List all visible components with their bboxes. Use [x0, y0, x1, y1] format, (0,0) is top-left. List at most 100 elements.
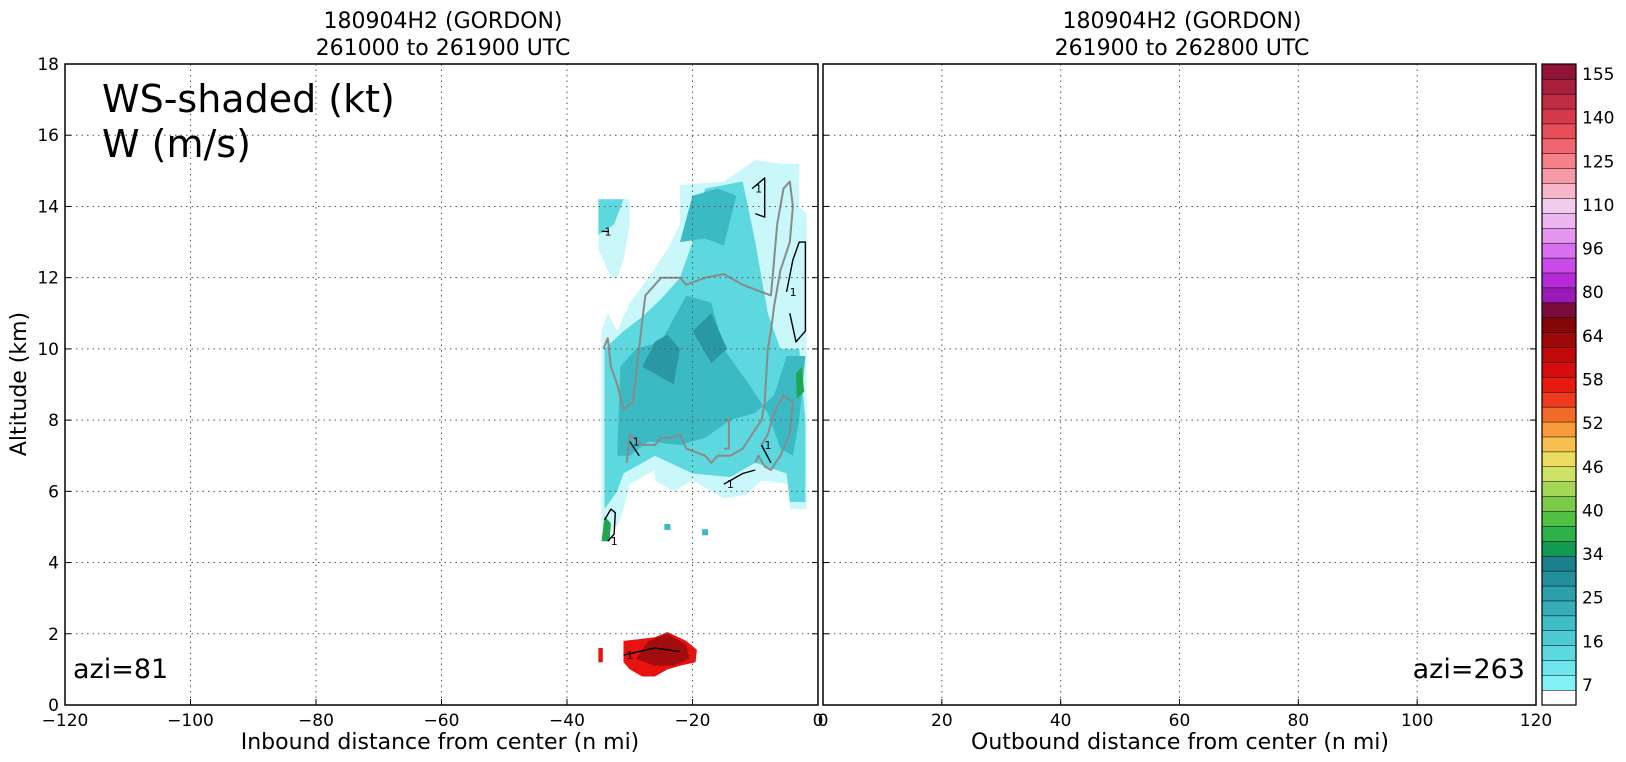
y-axis-label: Altitude (km) — [7, 312, 32, 456]
colorbar-segment — [1541, 242, 1577, 259]
y-tick-label: 14 — [37, 197, 59, 217]
x-tick-label: 80 — [1288, 711, 1310, 731]
colorbar-segment — [1541, 227, 1577, 244]
x-tick-label: −80 — [298, 711, 334, 731]
x-tick-label: 40 — [1050, 711, 1072, 731]
right-x-ticks: 0 20 40 60 80 100 120 — [818, 134, 1552, 731]
w-contour-positive — [723, 469, 756, 485]
colorbar-segment — [1541, 481, 1577, 497]
x-tick-label: 120 — [1520, 711, 1552, 731]
left-azimuth-label: azi=81 — [73, 654, 168, 685]
right-x-axis-label: Outbound distance from center (n mi) — [971, 730, 1389, 755]
isolated-wind-cell — [664, 523, 671, 530]
w-contour-positive — [623, 647, 681, 656]
left-x-ticks: −120 −100 −80 −60 −40 −20 0 — [42, 699, 823, 731]
colorbar-segment — [1541, 78, 1577, 95]
colorbar-tick-label: 52 — [1582, 414, 1604, 434]
left-title-line2: 261000 to 261900 UTC — [316, 36, 571, 61]
colorbar-segment — [1541, 93, 1577, 110]
colorbar-segment — [1541, 689, 1577, 706]
contour-annotation: W (m/s) — [102, 122, 251, 166]
colorbar-segment — [1541, 257, 1577, 274]
w-contour-positive — [785, 241, 807, 343]
x-tick-label: −20 — [675, 711, 711, 731]
colorbar-segment — [1541, 346, 1577, 363]
colorbar-segment — [1541, 212, 1577, 229]
y-tick-label: 4 — [48, 554, 59, 574]
w-contour-positive — [760, 444, 772, 464]
colorbar-tick-label: 25 — [1582, 589, 1604, 609]
y-tick-label: 16 — [37, 126, 59, 146]
wind-speed-region — [601, 516, 611, 542]
left-x-axis-label: Inbound distance from center (n mi) — [241, 730, 640, 755]
w-contour-negative — [754, 394, 794, 471]
colorbar-segment — [1541, 138, 1577, 154]
colorbar-segment — [1541, 108, 1577, 125]
colorbar-segment — [1541, 451, 1577, 468]
colorbar-segment — [1541, 496, 1577, 512]
colorbar-segment — [1541, 555, 1577, 572]
colorbar-segment — [1541, 674, 1577, 691]
x-tick-label: 20 — [931, 711, 953, 731]
colorbar-segment — [1541, 183, 1577, 199]
w-contour-negative — [602, 180, 794, 464]
colorbar-tick-label: 16 — [1582, 632, 1604, 652]
colorbar-segment — [1541, 600, 1577, 617]
right-azimuth-label: azi=263 — [1413, 654, 1525, 685]
wind-speed-region — [796, 366, 805, 399]
colorbar-tick-label: 125 — [1582, 152, 1614, 172]
colorbar-tick-label: 140 — [1582, 109, 1614, 129]
y-tick-label: 12 — [37, 269, 59, 289]
shading-annotation: WS-shaded (kt) — [102, 77, 395, 121]
y-tick-label: 18 — [37, 55, 59, 75]
x-tick-label: −120 — [42, 711, 89, 731]
colorbar-segment — [1541, 317, 1577, 333]
wind-speed-region — [692, 313, 727, 364]
w-contour-label: 1 — [611, 535, 618, 548]
x-tick-label: −100 — [167, 711, 214, 731]
wind-speed-region — [598, 199, 624, 235]
colorbar-segment — [1541, 272, 1577, 289]
wind-speed-region — [680, 188, 737, 246]
w-contour-label: 1 — [727, 478, 734, 491]
colorbar-tick-label: 7 — [1582, 676, 1593, 696]
colorbar-segment — [1541, 525, 1577, 542]
x-tick-label: 100 — [1401, 711, 1433, 731]
colorbar-segment — [1541, 510, 1577, 527]
colorbar-segment — [1541, 660, 1577, 676]
colorbar-segment — [1541, 391, 1577, 408]
y-tick-label: 2 — [48, 625, 59, 645]
right-title-line2: 261900 to 262800 UTC — [1055, 36, 1310, 61]
right-title-line1: 180904H2 (GORDON) — [1062, 9, 1301, 34]
y-tick-label: 8 — [48, 411, 59, 431]
w-contour-positive — [629, 441, 640, 457]
x-tick-label: 0 — [818, 711, 829, 731]
left-panel: 180904H2 (GORDON) 261000 to 261900 UTC 1… — [7, 9, 823, 755]
left-title-line1: 180904H2 (GORDON) — [323, 9, 562, 34]
colorbar-tick-label: 46 — [1582, 458, 1604, 478]
x-tick-label: −60 — [424, 711, 460, 731]
w-contour-label: 1 — [755, 183, 762, 196]
y-tick-label: 6 — [48, 482, 59, 502]
colorbar-segment — [1541, 123, 1577, 140]
wind-speed-region — [617, 295, 806, 456]
colorbar-segment — [1541, 406, 1577, 423]
colorbar-tick-label: 34 — [1582, 545, 1604, 565]
colorbar-segment — [1541, 615, 1577, 632]
colorbar-segment — [1541, 63, 1577, 80]
colorbar-tick-label: 110 — [1582, 196, 1614, 216]
colorbar-tick-label: 80 — [1582, 283, 1604, 303]
x-tick-label: 60 — [1169, 711, 1191, 731]
colorbar-frame — [1541, 63, 1577, 706]
left-plot-area: 1 1 1 1 1 1 1 1 — [65, 64, 818, 705]
colorbar-tick-label: 40 — [1582, 501, 1604, 521]
x-tick-label: −40 — [549, 711, 585, 731]
colorbar-segments — [1541, 63, 1577, 706]
colorbar-segment — [1541, 302, 1577, 318]
w-contour-label: 1 — [626, 649, 633, 662]
colorbar-tick-label: 96 — [1582, 240, 1604, 260]
w-contour-label: 1 — [605, 225, 612, 238]
colorbar-segment — [1541, 153, 1577, 169]
colorbar-segment — [1541, 287, 1577, 304]
w-contour-label: 1 — [633, 435, 640, 448]
